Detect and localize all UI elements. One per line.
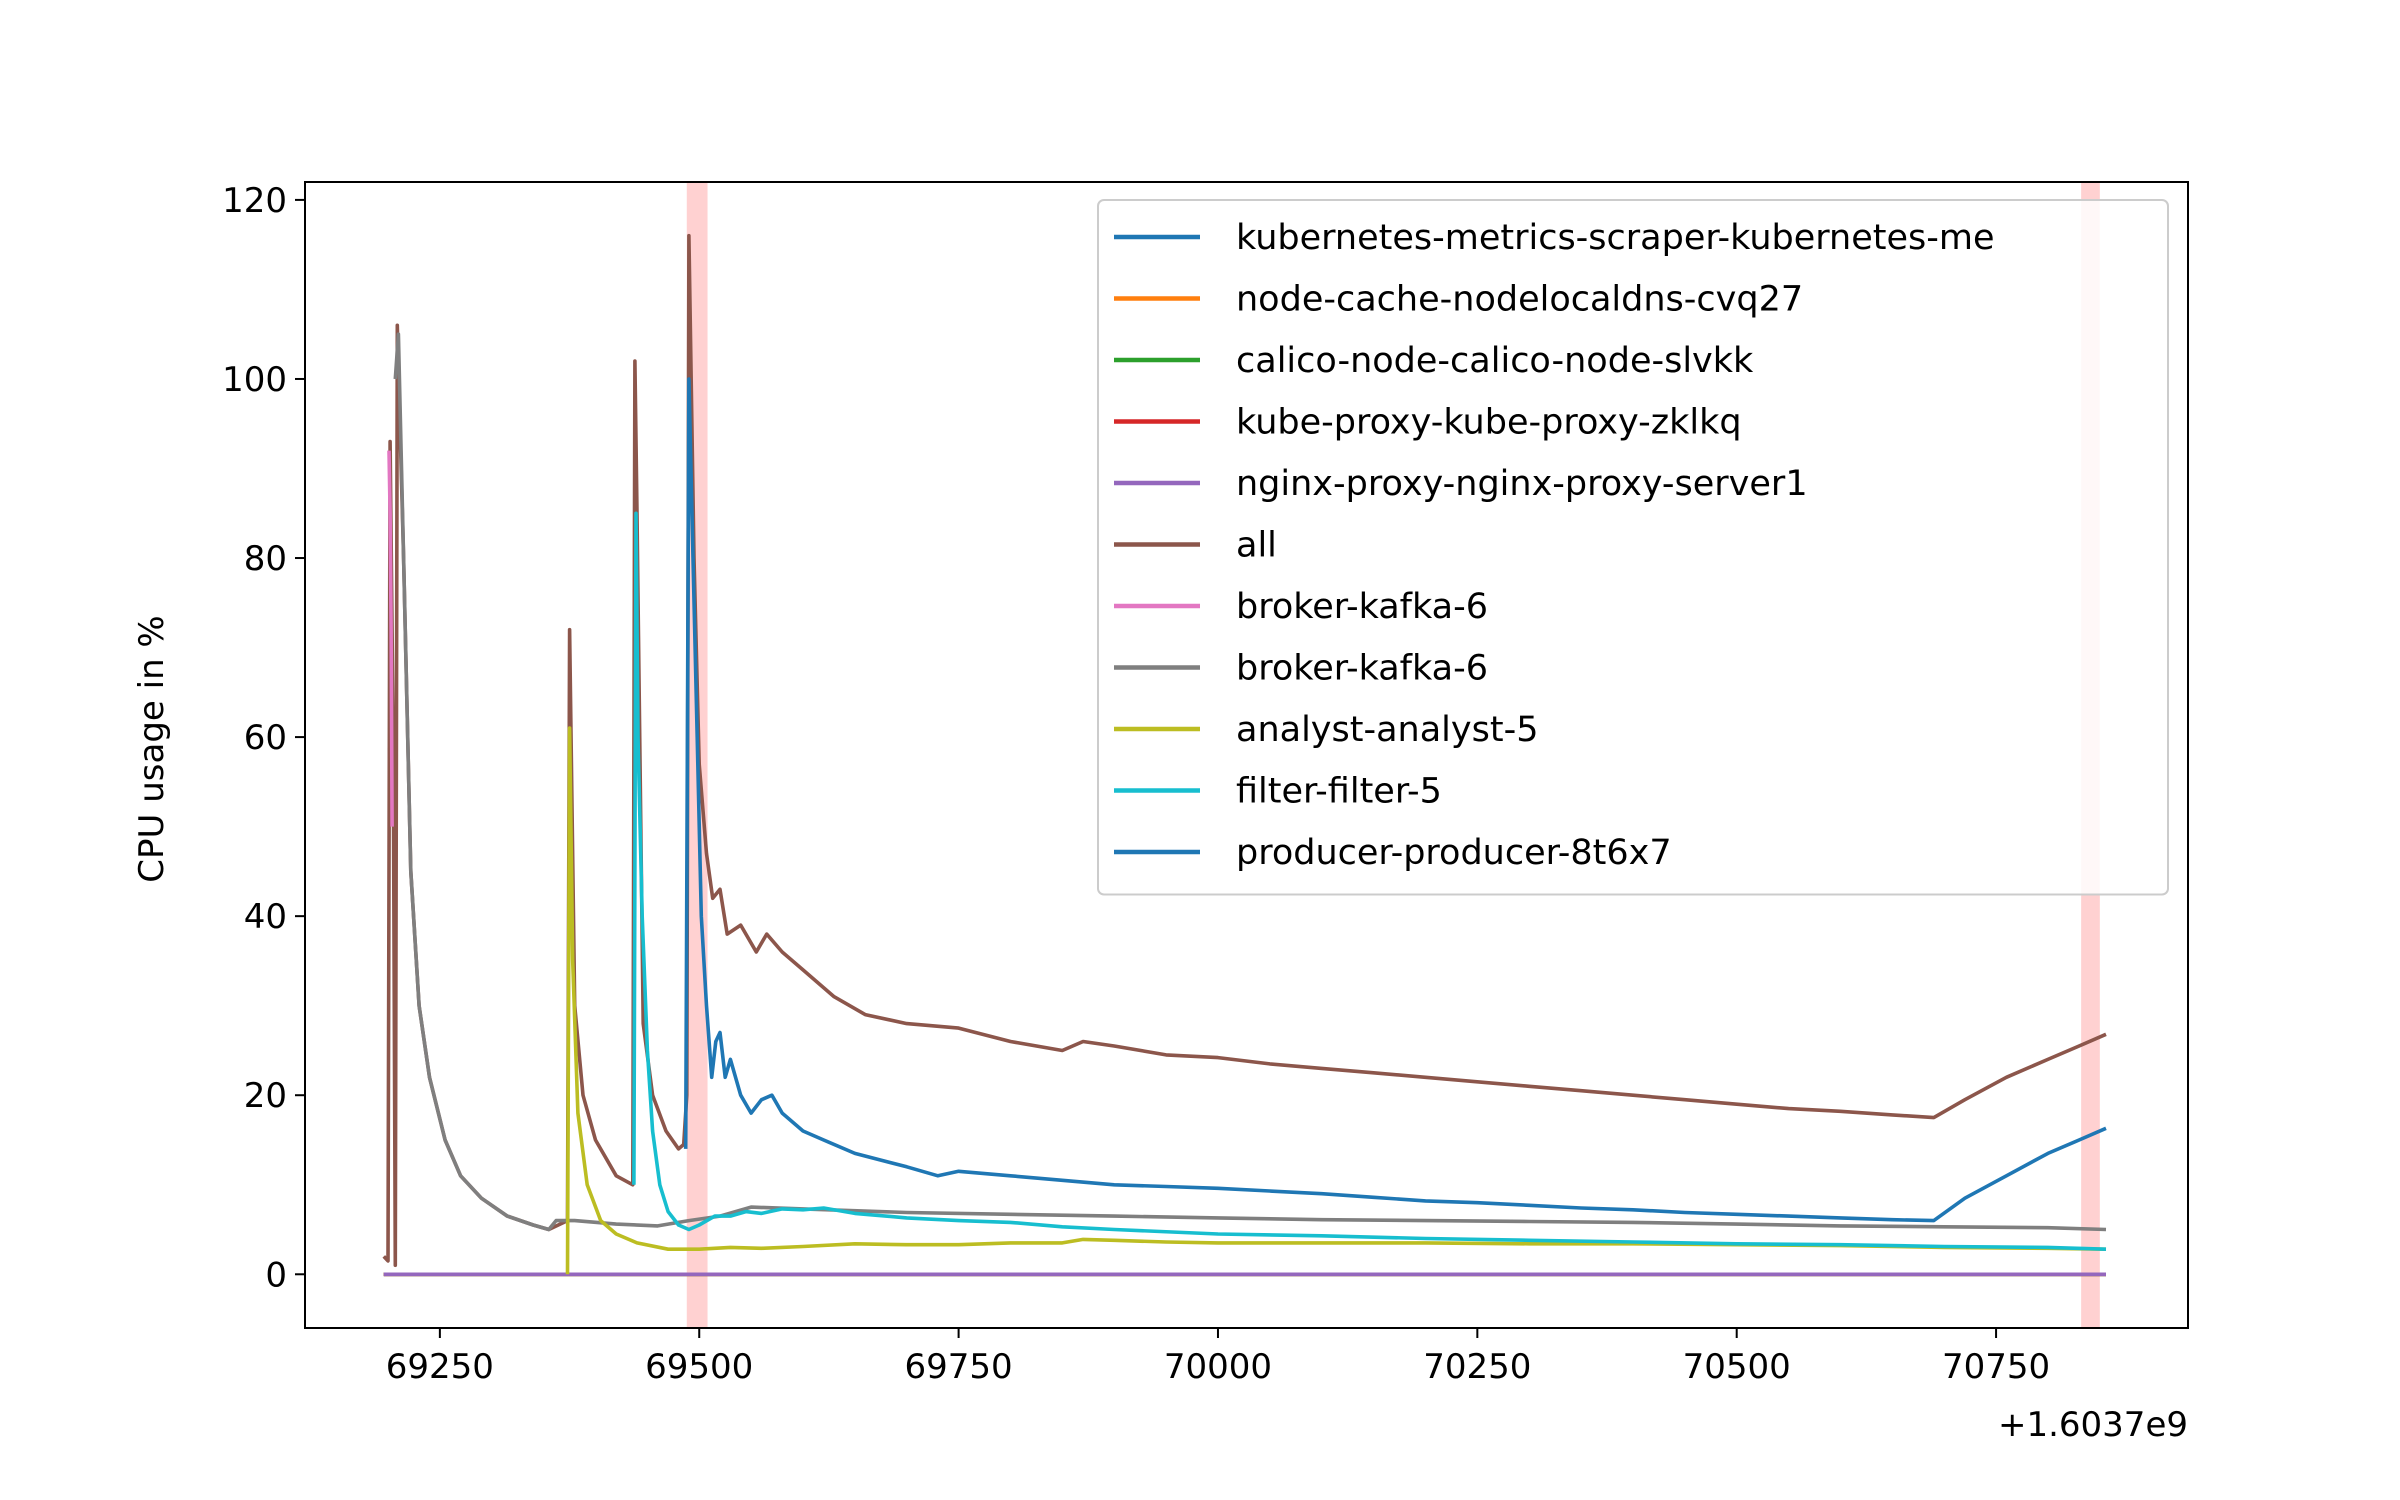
- x-tick-label: 70250: [1423, 1347, 1531, 1387]
- plot-frame: [304, 181, 2189, 1329]
- legend-label: producer-producer-8t6x7: [1236, 833, 1672, 873]
- y-tick-label: 40: [244, 897, 287, 937]
- x-tick-label: 69500: [645, 1347, 753, 1387]
- x-tick-label: 69750: [905, 1347, 1013, 1387]
- series-lines: [382, 233, 2107, 1277]
- y-tick-label: 60: [244, 718, 287, 758]
- y-axis-ticks: 0 20 40 60 80 100 120: [222, 181, 305, 1295]
- legend: kubernetes-metrics-scraper-kubernetes-me…: [1097, 199, 2169, 896]
- x-tick-label: 70500: [1683, 1347, 1791, 1387]
- x-tick-label: 69250: [386, 1347, 494, 1387]
- legend-label: analyst-analyst-5: [1236, 710, 1538, 750]
- series-line-11: [683, 377, 2107, 1223]
- legend-box: [1097, 199, 2169, 896]
- legend-label: nginx-proxy-nginx-proxy-server1: [1236, 464, 1808, 504]
- legend-label: kubernetes-metrics-scraper-kubernetes-me: [1236, 218, 1995, 258]
- x-axis-ticks: 69250 69500 69750 70000 70250 70500 70750: [386, 1328, 2050, 1387]
- series-line-7: [387, 450, 394, 827]
- legend-label: filter-filter-5: [1236, 772, 1442, 812]
- y-tick-label: 120: [222, 181, 287, 221]
- y-tick-label: 100: [222, 360, 287, 400]
- y-tick-label: 80: [244, 539, 287, 579]
- x-axis-offset-label: +1.6037e9: [1998, 1405, 2188, 1445]
- y-tick-label: 20: [244, 1076, 287, 1116]
- y-tick-label: 0: [265, 1255, 287, 1295]
- legend-label: broker-kafka-6: [1236, 587, 1488, 627]
- legend-label: calico-node-calico-node-slvkk: [1236, 341, 1754, 381]
- legend-label: all: [1236, 526, 1277, 566]
- x-tick-label: 70000: [1164, 1347, 1272, 1387]
- y-axis-label: CPU usage in %: [132, 615, 172, 882]
- series-line-8: [393, 332, 2107, 1232]
- series-line-10: [632, 511, 2107, 1251]
- legend-label: broker-kafka-6: [1236, 649, 1488, 689]
- x-tick-label: 70750: [1942, 1347, 2050, 1387]
- legend-label: kube-proxy-kube-proxy-zklkq: [1236, 403, 1742, 443]
- legend-label: node-cache-nodelocaldns-cvq27: [1236, 280, 1803, 320]
